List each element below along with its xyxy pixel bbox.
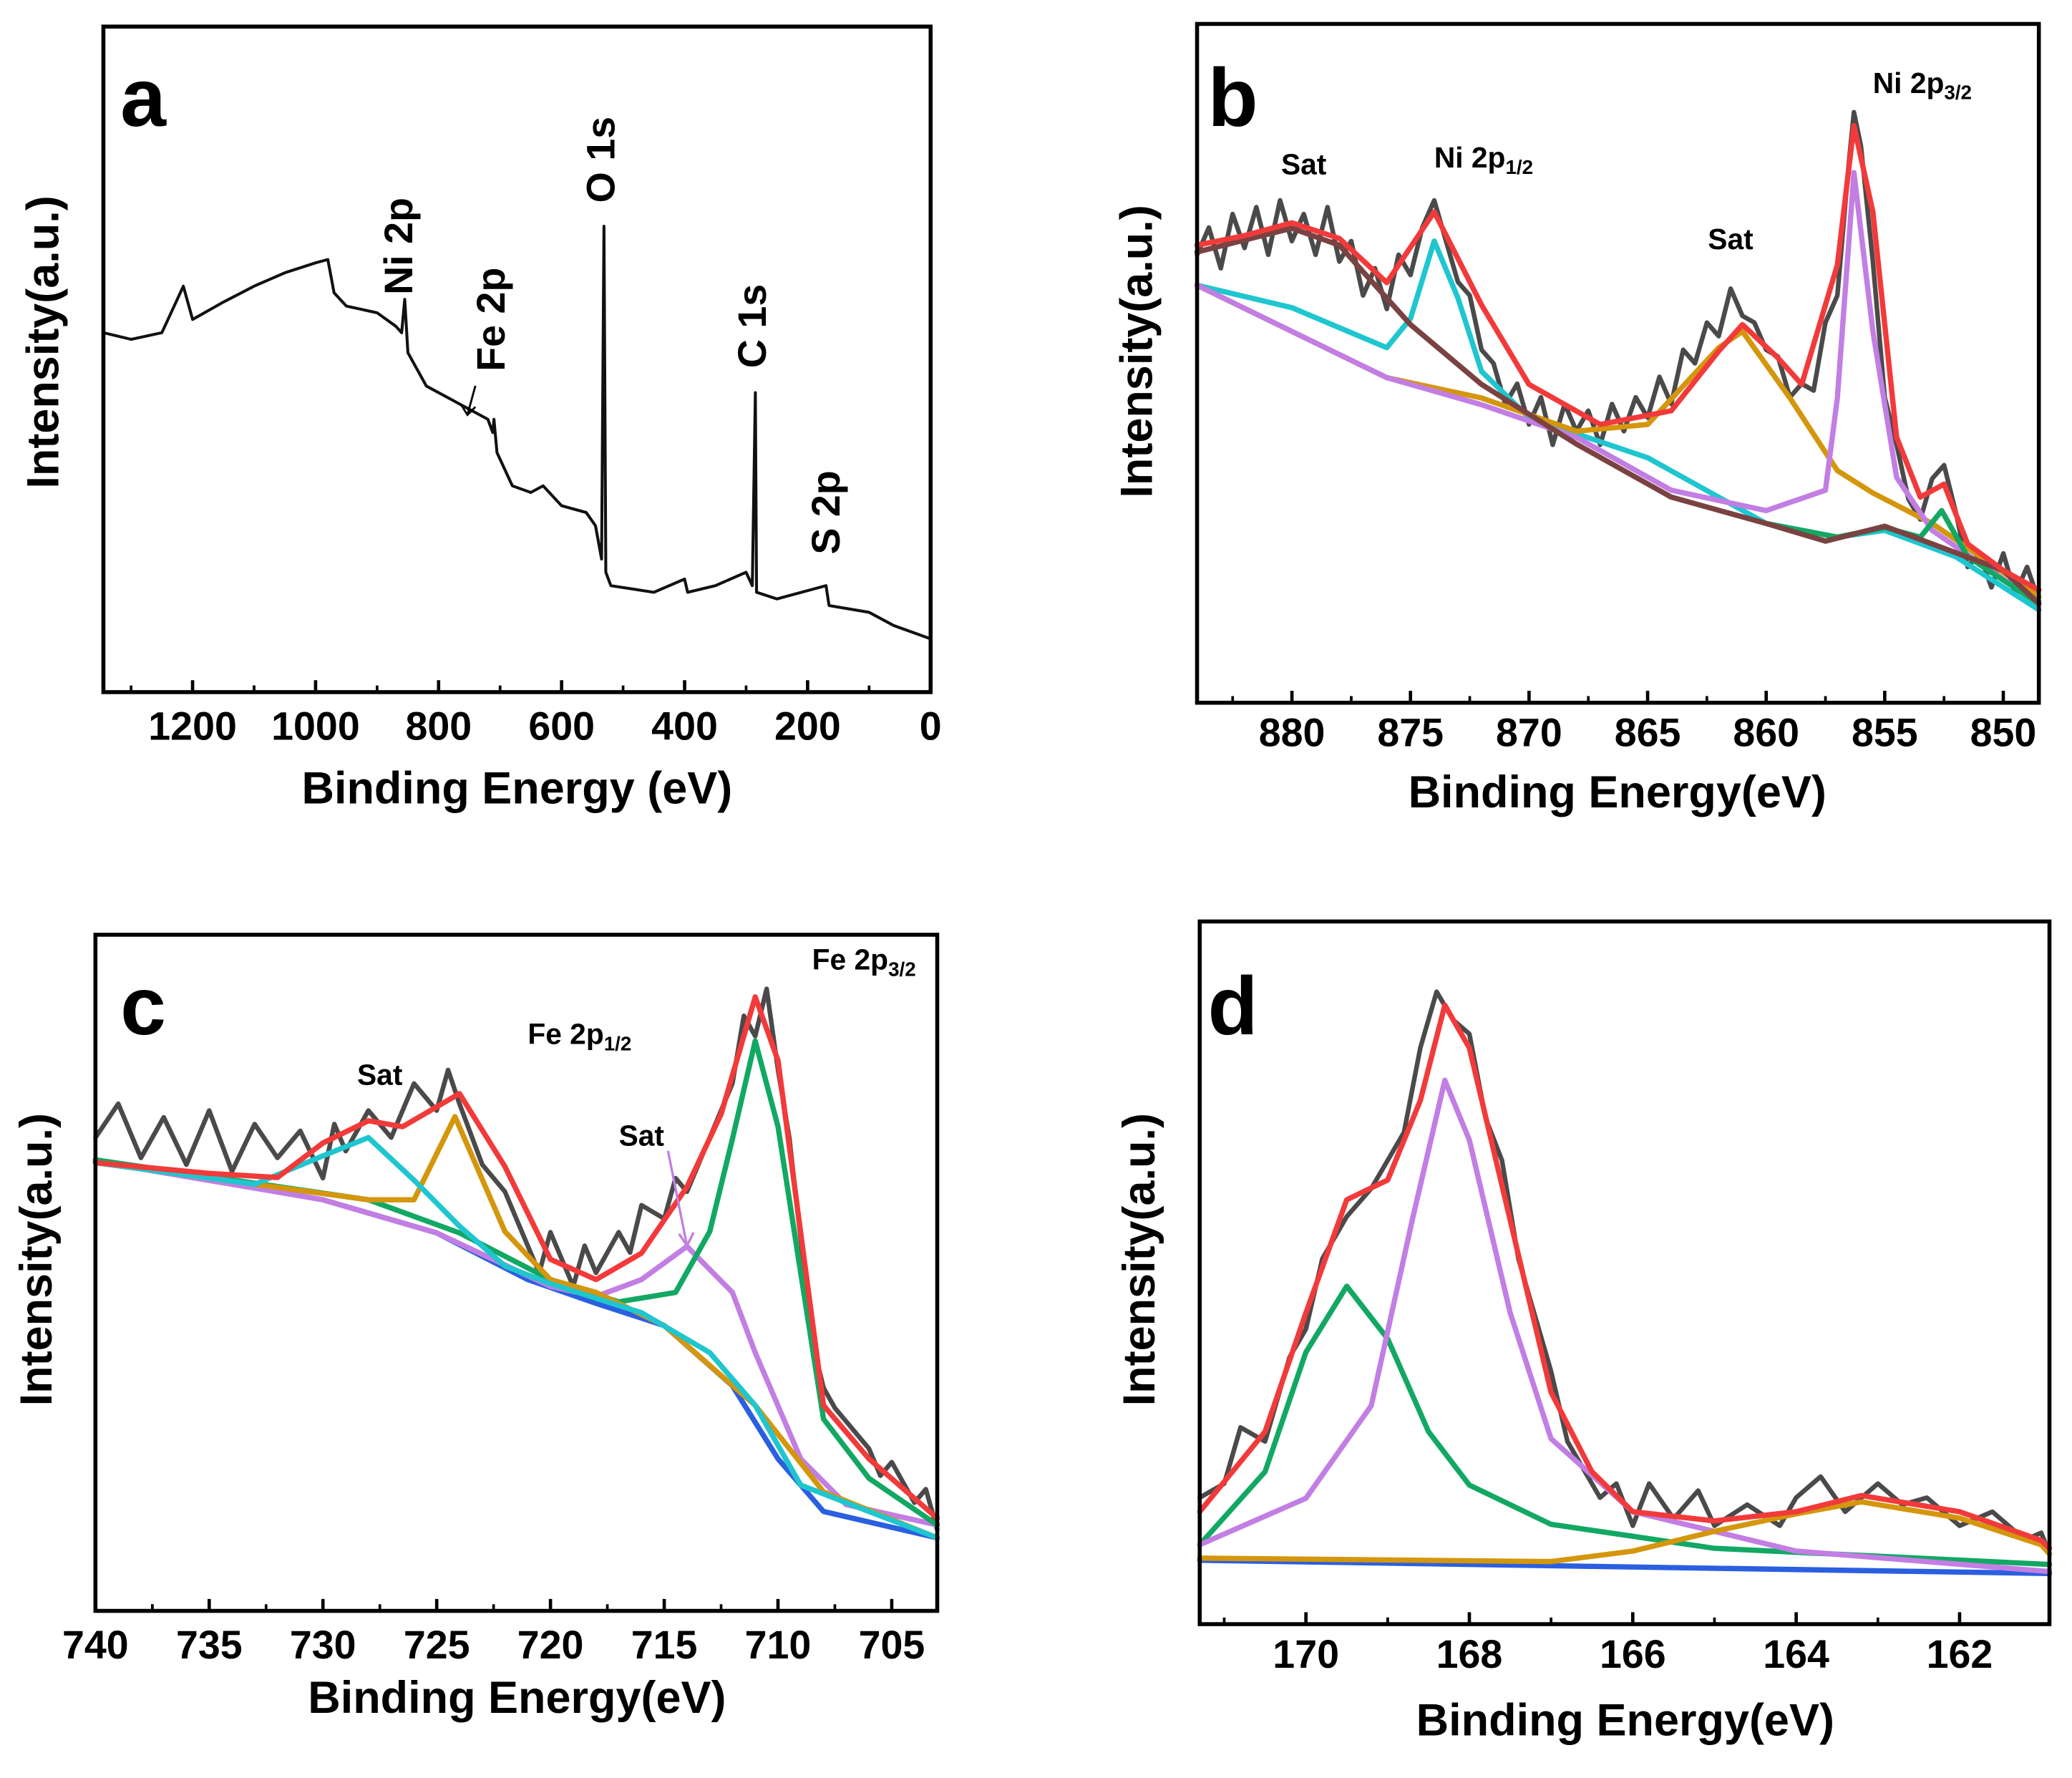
panel-letter: b: [1207, 52, 1258, 144]
y-axis-title: Intensity(a.u.): [1114, 1113, 1164, 1406]
peak-label-subscript: 3/2: [1944, 82, 1972, 104]
panel-letter: d: [1207, 961, 1258, 1052]
x-tick-label: 850: [1970, 711, 2037, 755]
series-envelope-line: [1197, 1002, 2053, 1551]
peak-label-main: Sat: [619, 1119, 665, 1152]
x-tick-label: 715: [631, 1623, 698, 1667]
peak-label-main: Sat: [357, 1058, 403, 1091]
x-tick-label: 875: [1377, 711, 1444, 755]
x-tick-label: 860: [1733, 711, 1799, 755]
x-tick-label: 735: [176, 1623, 243, 1667]
arrow-icon: [666, 1150, 695, 1248]
peak-label: Fe 2p: [469, 268, 513, 371]
x-tick-label: 870: [1496, 711, 1562, 755]
peak-label-main: Sat: [1708, 223, 1754, 256]
panel-letter: a: [120, 52, 167, 144]
x-axis-title: Binding Energy (eV): [301, 764, 732, 814]
y-axis-title: Intensity(a.u.): [1112, 205, 1162, 497]
series-cyan-line: [92, 1135, 940, 1541]
peak-label-subscript: 1/2: [604, 1033, 632, 1055]
x-axis-title: Binding Energy(eV): [308, 1673, 726, 1723]
x-tick-label: 880: [1259, 711, 1326, 755]
peak-label: Ni 2p1/2: [1434, 141, 1533, 179]
peak-label: S 2p: [804, 470, 848, 554]
series-survey-line: [102, 225, 933, 641]
panel-letter: c: [120, 961, 166, 1052]
series-blue-line: [1197, 1558, 2053, 1576]
series-envelope-line: [1194, 122, 2042, 593]
series-purple-line: [92, 1158, 940, 1528]
x-tick-label: 855: [1852, 711, 1918, 755]
plot-frame: [1195, 21, 2041, 705]
x-tick-label: 166: [1600, 1632, 1666, 1676]
peak-label: Fe 2p1/2: [527, 1017, 631, 1055]
x-tick-label: 164: [1763, 1632, 1829, 1676]
series-envelope-line: [92, 994, 940, 1521]
peak-label: Sat: [357, 1058, 403, 1091]
peak-label-main: Fe 2p: [812, 943, 888, 976]
series-brown-line: [1194, 225, 2042, 606]
peak-label-main: Ni 2p: [1873, 67, 1945, 99]
x-tick-label: 865: [1615, 711, 1681, 755]
x-tick-label: 200: [774, 704, 841, 748]
peak-label-main: Ni 2p: [1434, 141, 1506, 174]
x-axis-title: Binding Energy(eV): [1409, 767, 1827, 817]
plot-frame: [93, 933, 940, 1613]
panel-d: 170 168 166 164 162 Binding Energy(eV) Intensi…: [1114, 919, 2053, 1746]
x-tick-label: 725: [404, 1623, 470, 1667]
series-purple-line: [1197, 1077, 2053, 1575]
x-tick-label: 170: [1273, 1632, 1339, 1676]
series-orange-line: [92, 1114, 940, 1541]
peak-label: Sat: [619, 1119, 665, 1152]
series-orange-line: [1194, 282, 2042, 600]
x-axis-title: Binding Energy(eV): [1416, 1696, 1834, 1746]
x-tick-label: 400: [651, 704, 718, 748]
x-tick-label: 740: [62, 1623, 129, 1667]
x-tick-label: 705: [859, 1623, 925, 1667]
x-tick-label: 0: [920, 704, 942, 748]
series-green-line: [1197, 1283, 2053, 1568]
peak-label: Sat: [1708, 223, 1754, 256]
peak-label-subscript: 1/2: [1505, 156, 1533, 178]
x-tick-label: 600: [528, 704, 595, 748]
x-tick-label: 800: [405, 704, 472, 748]
series-raw-line: [1195, 110, 2041, 603]
plot-frame: [101, 24, 933, 694]
peak-label: Sat: [1281, 147, 1327, 180]
x-tick-label: 168: [1436, 1632, 1503, 1676]
panel-a: 1200 1000 800 600 400 200 0 Binding Energy (eV)…: [18, 24, 942, 814]
series-purple-line: [1194, 170, 2042, 606]
y-axis-title: Intensity(a.u.): [11, 1113, 62, 1406]
peak-label-subscript: 3/2: [888, 958, 916, 981]
peak-label: C 1s: [730, 284, 774, 368]
peak-label: Ni 2p3/2: [1873, 67, 1972, 105]
plot-frame: [1197, 919, 2052, 1626]
series-raw-line: [1197, 989, 2052, 1557]
peak-label: O 1s: [579, 117, 623, 203]
y-axis-title: Intensity(a.u.): [18, 195, 68, 488]
x-tick-label: 710: [745, 1623, 812, 1667]
x-tick-label: 1200: [148, 704, 237, 748]
x-tick-label: 730: [290, 1623, 356, 1667]
x-tick-label: 162: [1927, 1632, 1993, 1676]
arrow-icon: [459, 385, 477, 417]
series-green-line: [92, 1038, 940, 1528]
x-tick-label: 1000: [271, 704, 360, 748]
panel-b: 880 875 870 865 860 855 850 Binding Energy(eV) I…: [1112, 21, 2042, 817]
panel-c: 740 735 730 725 720 715 710 705 Binding Energy(e…: [11, 933, 940, 1723]
series-green-line: [1763, 507, 2042, 606]
peak-label: Fe 2p3/2: [812, 943, 916, 981]
peak-label-main: Fe 2p: [527, 1017, 603, 1050]
peak-label: Ni 2p: [376, 198, 421, 295]
peak-label-main: Sat: [1281, 147, 1327, 180]
x-tick-label: 720: [517, 1623, 584, 1667]
